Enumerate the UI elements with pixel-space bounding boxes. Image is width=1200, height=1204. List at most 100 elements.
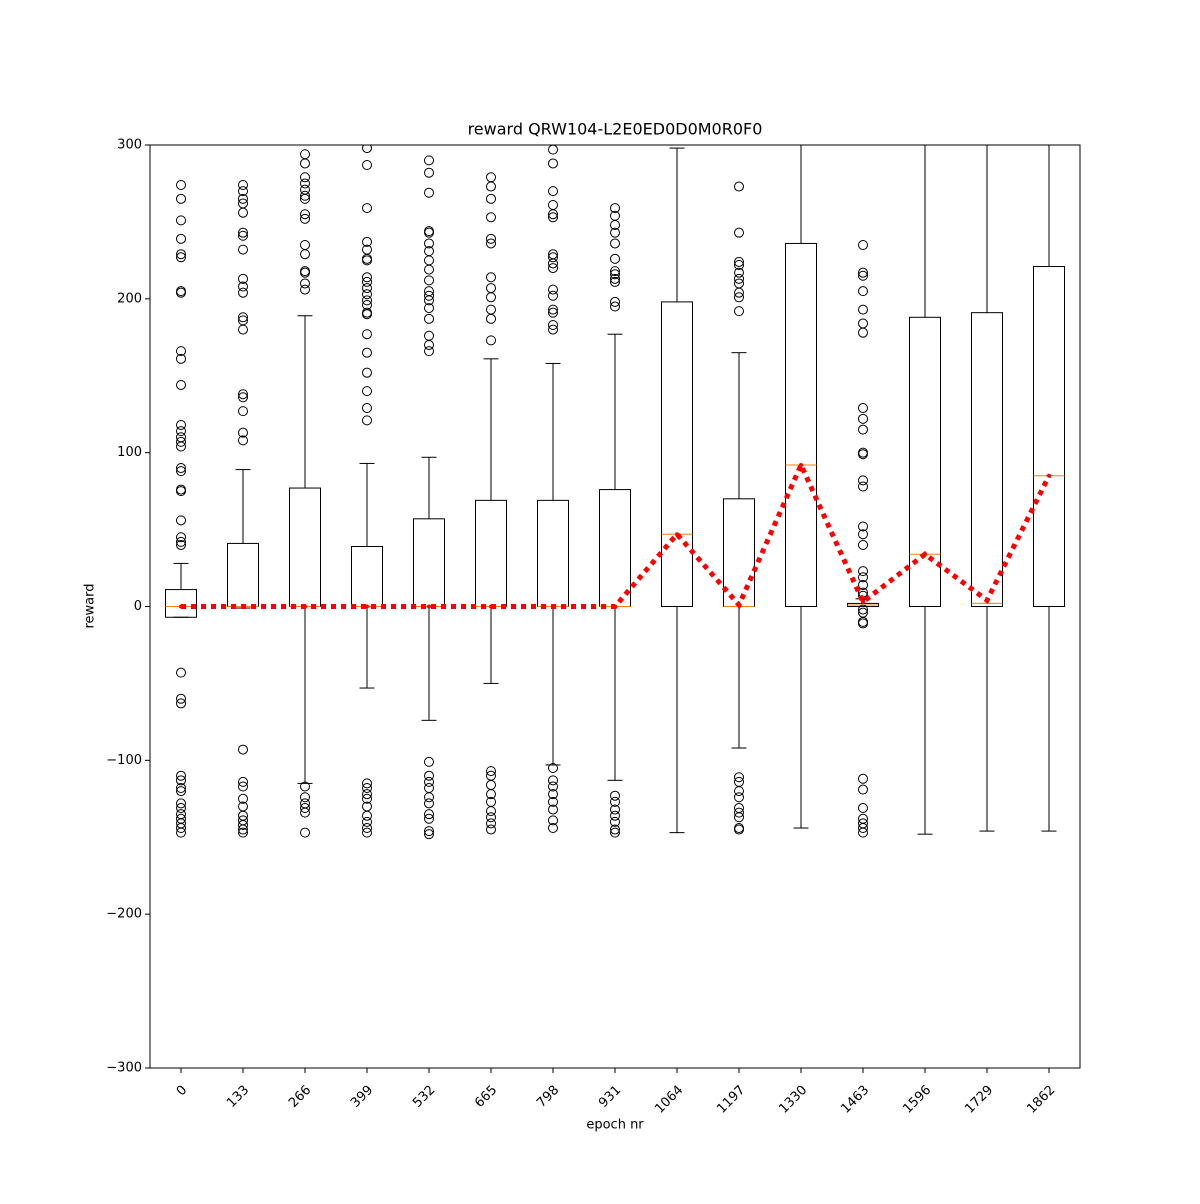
flier xyxy=(362,329,372,340)
chart-title: reward QRW104-L2E0ED0D0M0R0F0 xyxy=(468,120,763,139)
flier xyxy=(238,781,248,792)
flier xyxy=(424,264,434,275)
flier xyxy=(548,263,558,274)
flier xyxy=(176,193,186,204)
flier xyxy=(486,212,496,223)
flier xyxy=(300,792,310,803)
flier xyxy=(610,824,620,835)
flier xyxy=(548,789,558,800)
flier xyxy=(610,301,620,312)
trend-point xyxy=(489,604,493,609)
flier xyxy=(176,827,186,838)
flier xyxy=(486,238,496,249)
flier xyxy=(610,269,620,280)
flier xyxy=(548,284,558,295)
flier xyxy=(176,823,186,834)
flier xyxy=(362,778,372,789)
flier xyxy=(300,781,310,792)
flier xyxy=(424,756,434,767)
flier xyxy=(548,209,558,220)
flier xyxy=(548,290,558,301)
flier xyxy=(424,238,434,249)
x-axis-label: epoch nr xyxy=(586,1118,644,1133)
flier xyxy=(486,193,496,204)
flier xyxy=(176,346,186,357)
y-tick-label: 0 xyxy=(134,599,142,614)
flier xyxy=(858,304,868,315)
flier xyxy=(424,798,434,809)
flier xyxy=(176,419,186,430)
flier xyxy=(858,286,868,297)
flier xyxy=(858,449,868,460)
flier xyxy=(548,823,558,834)
flier xyxy=(300,803,310,814)
flier xyxy=(734,181,744,192)
flier xyxy=(176,233,186,244)
flier xyxy=(176,436,186,447)
flier xyxy=(610,816,620,827)
flier xyxy=(238,244,248,255)
flier xyxy=(610,804,620,815)
flier xyxy=(548,186,558,197)
flier xyxy=(362,367,372,378)
flier xyxy=(176,252,186,263)
flier xyxy=(300,267,310,278)
flier xyxy=(362,793,372,804)
flier xyxy=(734,287,744,298)
flier xyxy=(424,829,434,840)
trend-point xyxy=(551,604,555,609)
y-tick-label: −300 xyxy=(106,1061,142,1076)
flier xyxy=(176,515,186,526)
flier xyxy=(176,783,186,794)
flier xyxy=(858,773,868,784)
flier xyxy=(424,776,434,787)
y-tick-label: 100 xyxy=(117,445,142,460)
flier xyxy=(734,256,744,267)
flier xyxy=(300,827,310,838)
flier xyxy=(548,796,558,807)
flier xyxy=(610,810,620,821)
flier xyxy=(362,403,372,414)
trend-point xyxy=(675,532,679,537)
flier xyxy=(610,219,620,230)
flier xyxy=(858,572,868,583)
trend-point xyxy=(799,462,803,467)
flier xyxy=(176,287,186,298)
trend-point xyxy=(923,552,927,557)
flier xyxy=(486,272,496,283)
flier xyxy=(238,281,248,292)
flier xyxy=(362,816,372,827)
flier xyxy=(362,255,372,266)
flier xyxy=(424,290,434,301)
y-tick-label: −100 xyxy=(106,753,142,768)
flier xyxy=(734,292,744,303)
flier xyxy=(300,209,310,220)
flier xyxy=(548,804,558,815)
flier xyxy=(362,295,372,306)
flier xyxy=(362,289,372,300)
flier xyxy=(176,353,186,364)
flier xyxy=(548,212,558,223)
flier xyxy=(362,823,372,834)
flier xyxy=(858,579,868,590)
flier xyxy=(424,809,434,820)
flier xyxy=(176,249,186,260)
flier xyxy=(424,813,434,824)
trend-point xyxy=(737,602,741,607)
trend-point xyxy=(1047,473,1051,478)
flier xyxy=(610,238,620,249)
flier xyxy=(362,309,372,320)
flier xyxy=(300,807,310,818)
flier xyxy=(548,158,558,169)
flier xyxy=(238,186,248,197)
trend-point xyxy=(365,604,369,609)
flier xyxy=(734,792,744,803)
flier xyxy=(238,392,248,403)
trend-point xyxy=(985,598,989,603)
flier xyxy=(300,190,310,201)
flier xyxy=(610,273,620,284)
flier xyxy=(176,426,186,437)
box xyxy=(909,316,941,607)
flier xyxy=(424,227,434,238)
